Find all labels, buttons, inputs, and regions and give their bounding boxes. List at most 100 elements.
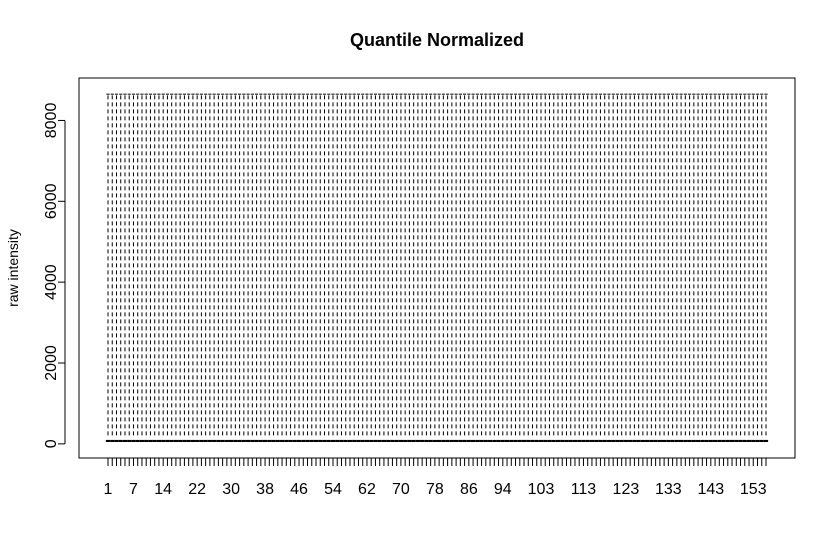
box-76 — [424, 93, 429, 443]
x-tick-label: 38 — [256, 481, 274, 498]
box-19 — [182, 93, 187, 443]
box-18 — [178, 93, 183, 443]
x-tick-label: 94 — [494, 481, 512, 498]
box-141 — [700, 93, 705, 443]
box-142 — [704, 93, 709, 443]
box-13 — [156, 93, 162, 443]
box-4 — [118, 93, 123, 443]
box-81 — [445, 93, 450, 443]
x-tick-label: 54 — [324, 481, 342, 498]
box-89 — [479, 93, 484, 443]
box-108 — [560, 93, 565, 443]
box-24 — [203, 93, 208, 443]
box-29 — [224, 93, 229, 443]
box-61 — [360, 93, 365, 443]
box-48 — [305, 93, 310, 443]
box-98 — [517, 93, 522, 443]
box-133 — [666, 93, 671, 443]
box-42 — [279, 93, 285, 443]
box-87 — [470, 93, 476, 443]
box-66 — [381, 93, 387, 443]
x-tick-label: 14 — [154, 481, 172, 498]
box-119 — [606, 93, 612, 443]
box-49 — [309, 93, 314, 443]
y-tick-label: 2000 — [43, 345, 60, 381]
box-104 — [543, 93, 548, 443]
y-tick-label: 6000 — [43, 183, 60, 219]
box-64 — [373, 93, 378, 443]
box-86 — [466, 93, 471, 443]
box-85 — [462, 93, 467, 443]
box-56 — [339, 93, 344, 443]
box-33 — [241, 93, 246, 443]
y-tick-label: 0 — [43, 439, 60, 448]
box-36 — [254, 93, 259, 443]
x-tick-label: 133 — [655, 481, 682, 498]
box-144 — [712, 93, 718, 443]
box-118 — [602, 93, 607, 443]
chart-title: Quantile Normalized — [350, 30, 524, 50]
box-97 — [513, 93, 518, 443]
box-63 — [369, 93, 374, 443]
box-75 — [420, 93, 425, 443]
box-23 — [199, 93, 204, 443]
box-140 — [695, 93, 701, 443]
box-69 — [394, 93, 399, 443]
box-113 — [581, 93, 586, 443]
box-151 — [742, 93, 747, 443]
box-121 — [615, 93, 620, 443]
box-1 — [105, 93, 111, 443]
box-15 — [165, 93, 170, 443]
box-46 — [296, 93, 302, 443]
box-143 — [708, 93, 713, 443]
x-tick-label: 78 — [426, 481, 444, 498]
box-79 — [437, 93, 442, 443]
box-32 — [237, 93, 242, 443]
box-110 — [568, 93, 573, 443]
box-129 — [649, 93, 654, 443]
box-88 — [475, 93, 480, 443]
box-126 — [636, 93, 641, 443]
x-tick-label: 46 — [290, 481, 308, 498]
x-axis: 1 7 14 22 30 38 46 54 62 70 78 86 94 103 113 123 133 143 1… — [104, 457, 767, 498]
box-41 — [275, 93, 280, 443]
box-95 — [504, 93, 510, 443]
box-80 — [441, 93, 446, 443]
box-53 — [326, 93, 331, 443]
box-57 — [343, 93, 348, 443]
box-123 — [623, 93, 629, 443]
y-tick-label: 4000 — [43, 264, 60, 300]
box-103 — [538, 93, 544, 443]
box-50 — [313, 93, 319, 443]
box-150 — [738, 93, 743, 443]
box-62 — [364, 93, 370, 443]
box-112 — [577, 93, 582, 443]
box-43 — [284, 93, 289, 443]
box-34 — [245, 93, 251, 443]
box-94 — [500, 93, 505, 443]
box-107 — [555, 93, 561, 443]
box-136 — [678, 93, 684, 443]
box-82 — [449, 93, 454, 443]
box-125 — [632, 93, 637, 443]
box-22 — [195, 93, 200, 443]
box-20 — [186, 93, 191, 443]
x-tick-label: 62 — [358, 481, 376, 498]
box-139 — [691, 93, 696, 443]
y-axis: 0 2000 4000 6000 8000 — [43, 103, 66, 448]
x-tick-label: 153 — [740, 481, 767, 498]
box-90 — [483, 93, 488, 443]
box-5 — [122, 93, 128, 443]
box-68 — [390, 93, 395, 443]
x-tick-label: 22 — [188, 481, 206, 498]
box-84 — [458, 93, 463, 443]
box-55 — [335, 93, 340, 443]
box-30 — [229, 93, 234, 443]
box-124 — [628, 93, 633, 443]
box-78 — [432, 93, 437, 443]
box-9 — [139, 93, 145, 443]
box-91 — [487, 93, 493, 443]
box-70 — [398, 93, 404, 443]
box-54 — [330, 93, 336, 443]
box-26 — [212, 93, 217, 443]
